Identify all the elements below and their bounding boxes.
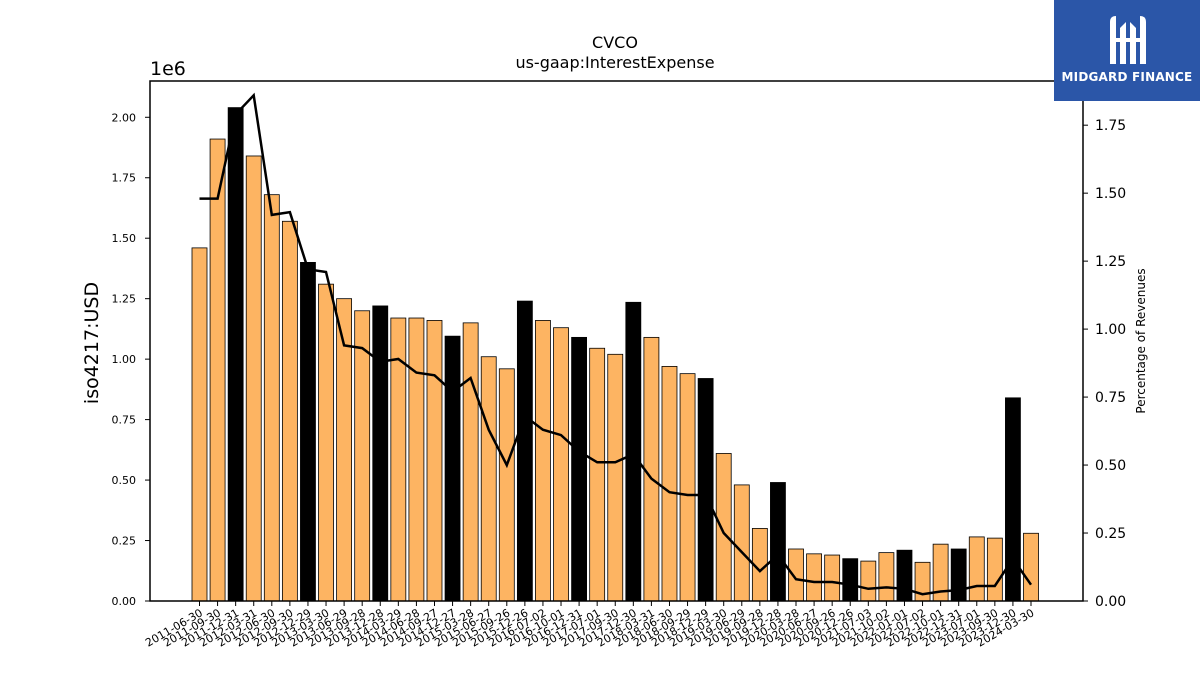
bar — [227, 107, 244, 602]
bar — [589, 347, 606, 602]
bar — [733, 484, 750, 602]
y-tick-label: 2.00 — [112, 111, 137, 124]
bar — [245, 155, 262, 602]
y-tick-label: 1.50 — [112, 232, 137, 245]
y-tick-label: 1.75 — [112, 172, 137, 185]
bar — [643, 336, 660, 602]
y2-tick-label: 0.50 — [1095, 458, 1126, 474]
bar — [697, 378, 714, 602]
plot-frame — [149, 80, 1084, 602]
bar — [516, 300, 533, 602]
y-offset-label: 1e6 — [150, 58, 186, 80]
bar — [426, 320, 443, 602]
y2-tick-label: 0.25 — [1095, 526, 1126, 542]
bar — [281, 220, 298, 602]
bar — [661, 365, 678, 602]
logo-text: MIDGARD FINANCE — [1061, 70, 1193, 84]
bar — [354, 310, 371, 602]
bar — [842, 558, 859, 602]
y2-tick-label: 1.00 — [1095, 322, 1126, 338]
y2-axis-label: Percentage of Revenues — [1134, 268, 1148, 413]
midgard-logo-icon — [1110, 16, 1146, 64]
y-tick-label: 0.50 — [112, 474, 137, 487]
bar — [191, 247, 208, 602]
bar — [896, 549, 913, 602]
y-tick-label: 0.25 — [112, 535, 137, 548]
bar — [625, 301, 642, 602]
bar — [986, 537, 1003, 602]
y2-tick-label: 1.75 — [1095, 118, 1126, 134]
y-axis-label: iso4217:USD — [81, 282, 103, 404]
bar — [209, 138, 226, 602]
bar — [553, 327, 569, 602]
bar — [788, 548, 804, 602]
y2-tick-label: 0.75 — [1095, 390, 1126, 406]
bar — [770, 482, 786, 602]
bar — [1005, 397, 1021, 602]
bar — [571, 336, 587, 602]
y2-tick-label: 1.50 — [1095, 186, 1126, 202]
bar — [950, 548, 967, 602]
bar — [968, 536, 985, 602]
y2-tick-label: 0.00 — [1095, 594, 1126, 610]
y-tick-label: 1.25 — [112, 293, 137, 306]
chart-subtitle: us-gaap:InterestExpense — [515, 53, 714, 72]
bar — [878, 552, 895, 602]
bar — [498, 368, 515, 602]
bar — [318, 283, 334, 602]
y-tick-label: 1.00 — [112, 353, 137, 366]
y-tick-label: 0.75 — [112, 414, 137, 427]
series-line — [199, 92, 1033, 596]
brand-logo: MIDGARD FINANCE — [1054, 0, 1200, 101]
bar — [715, 453, 732, 602]
bar — [806, 553, 822, 602]
bar — [263, 194, 280, 602]
bar — [607, 353, 624, 602]
y2-tick-label: 1.25 — [1095, 254, 1126, 270]
bar — [1023, 532, 1039, 602]
bar — [480, 356, 497, 602]
bar — [372, 305, 389, 602]
bar — [300, 261, 316, 602]
bar — [444, 335, 461, 602]
bar — [860, 560, 877, 602]
bar — [408, 317, 425, 602]
y-tick-label: 0.00 — [112, 595, 137, 608]
bar — [535, 320, 551, 602]
bar — [824, 554, 841, 602]
bar — [679, 373, 696, 602]
chart-title: CVCO — [592, 33, 638, 52]
bar — [462, 322, 479, 602]
